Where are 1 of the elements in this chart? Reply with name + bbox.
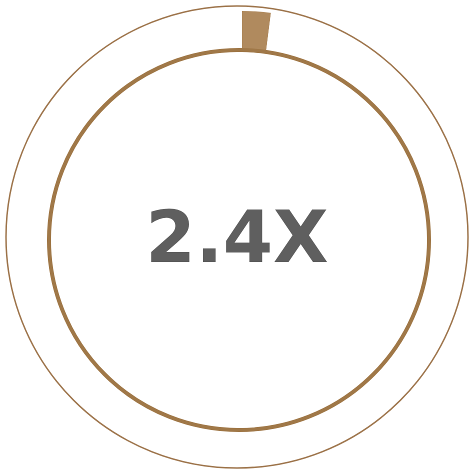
text: 2.4X [144,195,330,279]
